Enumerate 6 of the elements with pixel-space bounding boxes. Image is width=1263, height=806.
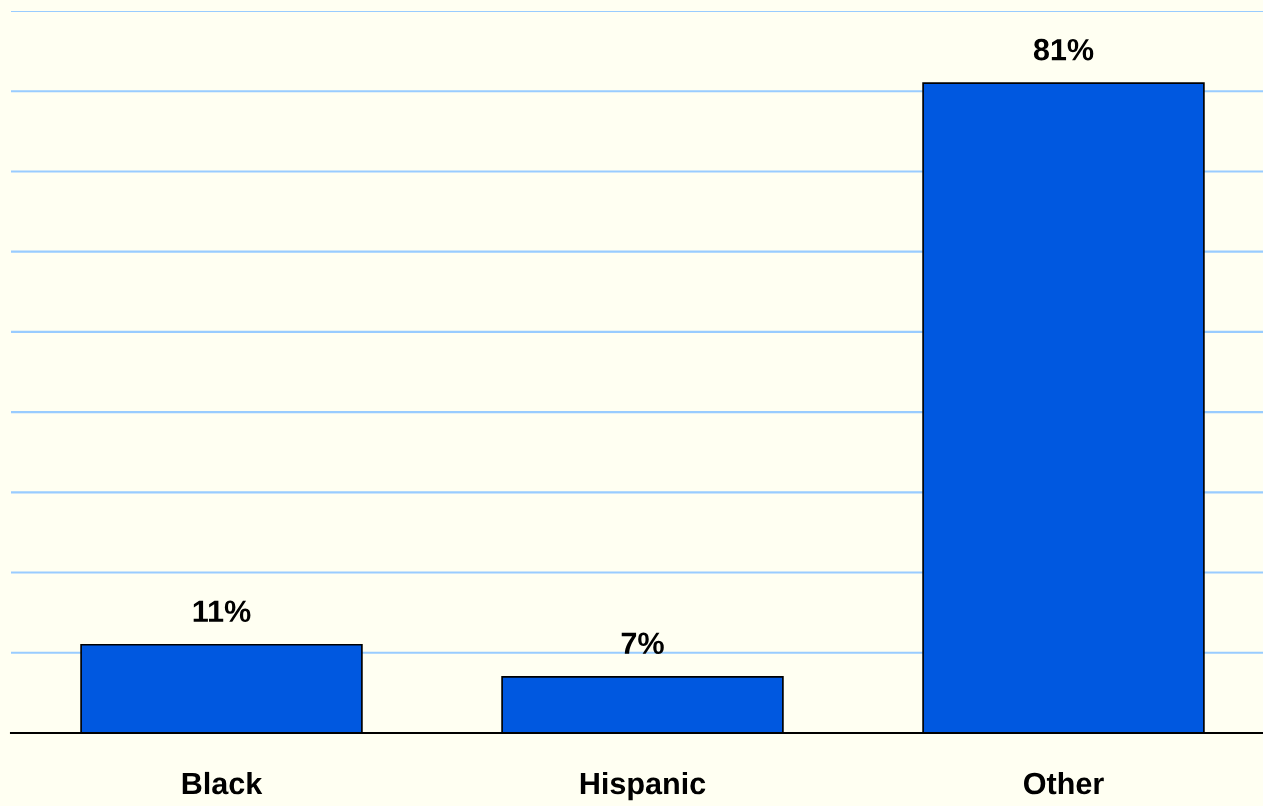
x-tick-label: Hispanic bbox=[580, 771, 706, 801]
data-label: 7% bbox=[621, 632, 664, 655]
data-label: 81% bbox=[1033, 38, 1094, 61]
x-tick-label: Black bbox=[182, 771, 263, 795]
data-label: 11% bbox=[193, 600, 251, 622]
x-tick-label: Other bbox=[1024, 771, 1104, 795]
